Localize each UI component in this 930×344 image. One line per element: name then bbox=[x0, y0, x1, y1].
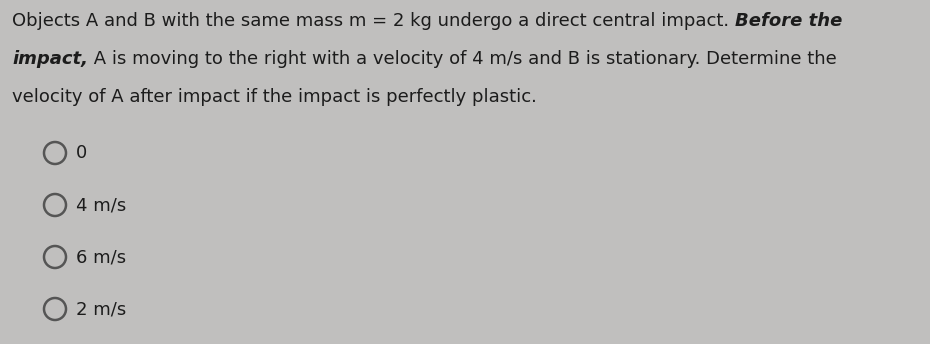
Text: 2 m/s: 2 m/s bbox=[76, 300, 126, 318]
Text: 0: 0 bbox=[76, 144, 87, 162]
Text: 6 m/s: 6 m/s bbox=[76, 248, 126, 266]
Text: Before the: Before the bbox=[735, 12, 843, 30]
Text: A is moving to the right with a velocity of 4 m/s and B is stationary. Determine: A is moving to the right with a velocity… bbox=[88, 50, 837, 68]
Text: velocity of A after impact if the impact is perfectly plastic.: velocity of A after impact if the impact… bbox=[12, 88, 537, 106]
Text: 4 m/s: 4 m/s bbox=[76, 196, 126, 214]
Text: Objects A and B with the same mass m = 2 kg undergo a direct central impact.: Objects A and B with the same mass m = 2… bbox=[12, 12, 735, 30]
Text: impact,: impact, bbox=[12, 50, 88, 68]
